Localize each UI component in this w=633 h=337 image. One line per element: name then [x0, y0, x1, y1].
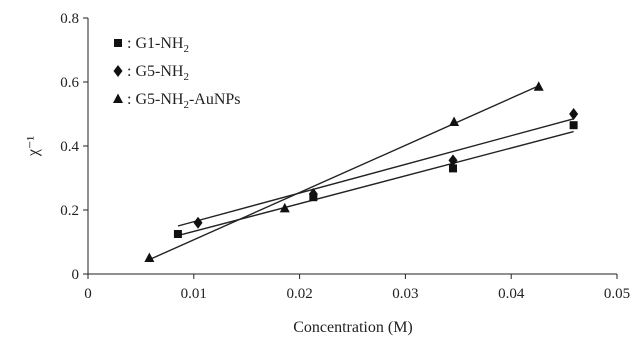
y-tick-label: 0.4 [60, 139, 79, 155]
data-markers [144, 81, 579, 262]
y-tick-label: 0.2 [60, 203, 79, 219]
data-point-diamond [448, 154, 458, 167]
data-point-triangle [144, 252, 155, 262]
x-tick-label: 0.01 [181, 286, 207, 302]
data-point-diamond [308, 188, 318, 200]
x-axis-title: Concentration (M) [293, 319, 413, 336]
legend-marker-diamond [113, 65, 123, 77]
y-tick-label: 0 [72, 267, 80, 283]
axes: 0 0.01 0.02 0.03 0.04 0.05 0 0.2 0.4 0.6 0.8 [60, 11, 630, 302]
legend-entry: : G5-NH2-AuNPs [127, 91, 241, 111]
data-point-diamond [569, 108, 579, 120]
data-point-square [173, 230, 182, 238]
data-point-triangle [279, 202, 290, 213]
x-tick-label: 0.03 [392, 286, 418, 302]
fit-lines [149, 85, 574, 261]
legend-marker-square [114, 39, 122, 47]
x-tick-label: 0.04 [498, 286, 525, 302]
y-tick-label: 0.6 [60, 75, 79, 91]
fit-line-triangle [149, 85, 539, 261]
legend-entry: : G1-NH2 [127, 35, 189, 55]
legend: : G1-NH2 : G5-NH2 : G5-NH2-AuNPs [113, 35, 241, 111]
legend-entry: : G5-NH2 [127, 63, 189, 83]
data-point-triangle [449, 116, 460, 126]
y-axis-title: χ⁻¹ [25, 136, 42, 158]
data-point-square [569, 121, 578, 130]
legend-marker-triangle [113, 93, 123, 103]
x-tick-label: 0.02 [286, 286, 312, 302]
y-tick-label: 0.8 [60, 11, 79, 27]
fit-line-square [177, 130, 574, 237]
data-point-triangle [533, 81, 544, 91]
data-point-diamond [193, 216, 203, 229]
fit-line-diamond [177, 118, 574, 227]
x-tick-label: 0.05 [604, 286, 630, 302]
x-tick-label: 0 [84, 286, 92, 302]
data-point-square [449, 164, 458, 173]
